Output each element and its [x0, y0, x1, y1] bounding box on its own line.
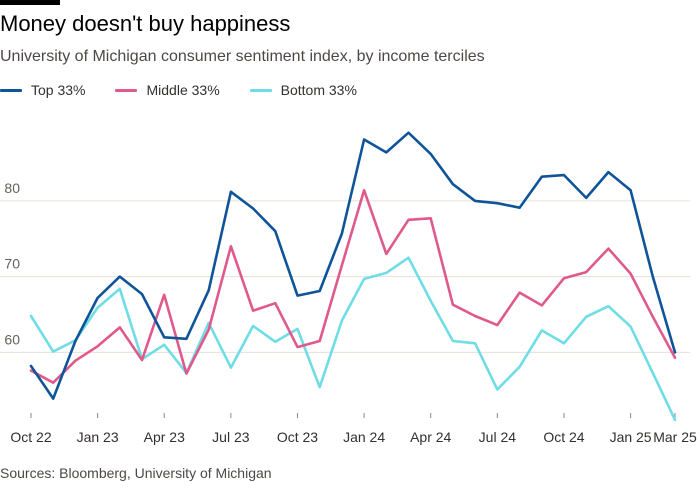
chart-title: Money doesn't buy happiness	[0, 11, 291, 36]
x-tick-label: Jul 23	[212, 429, 250, 445]
legend: Top 33% Middle 33% Bottom 33%	[0, 79, 387, 101]
legend-item-top: Top 33%	[0, 82, 85, 98]
source-note: Sources: Bloomberg, University of Michig…	[0, 465, 272, 481]
chart-subtitle: University of Michigan consumer sentimen…	[0, 48, 485, 65]
legend-label-top: Top 33%	[31, 82, 86, 98]
series-line-top	[29, 131, 677, 400]
series-line-bottom	[29, 256, 677, 422]
x-tick-label: Jan 25	[610, 429, 652, 445]
x-tick-label: Jul 24	[479, 429, 517, 445]
series-line-middle	[29, 189, 677, 385]
y-tick-label: 80	[4, 180, 20, 196]
line-chart: 60 70 80 Oct 22 Jan 23 Apr 23 Jul 23 Oct 23 Jan …	[0, 131, 697, 445]
x-tick-label: Oct 23	[277, 429, 318, 445]
y-tick-label: 60	[4, 331, 20, 347]
x-tick-label: Jan 24	[343, 429, 385, 445]
x-tick-label: Mar 25	[653, 429, 697, 445]
legend-swatch-middle	[115, 88, 138, 92]
legend-item-middle: Middle 33%	[115, 82, 220, 98]
y-tick-label: 70	[4, 256, 20, 272]
x-tick-label: Oct 24	[543, 429, 584, 445]
legend-label-bottom: Bottom 33%	[280, 82, 357, 98]
legend-item-bottom: Bottom 33%	[249, 82, 357, 98]
x-tick-label: Apr 24	[410, 429, 451, 445]
legend-swatch-top	[0, 88, 22, 92]
header-rule	[0, 0, 60, 5]
x-tick-label: Apr 23	[144, 429, 185, 445]
x-tick-label: Oct 22	[10, 429, 51, 445]
legend-label-middle: Middle 33%	[146, 82, 220, 98]
x-tick-label: Jan 23	[77, 429, 119, 445]
legend-swatch-bottom	[249, 88, 272, 92]
